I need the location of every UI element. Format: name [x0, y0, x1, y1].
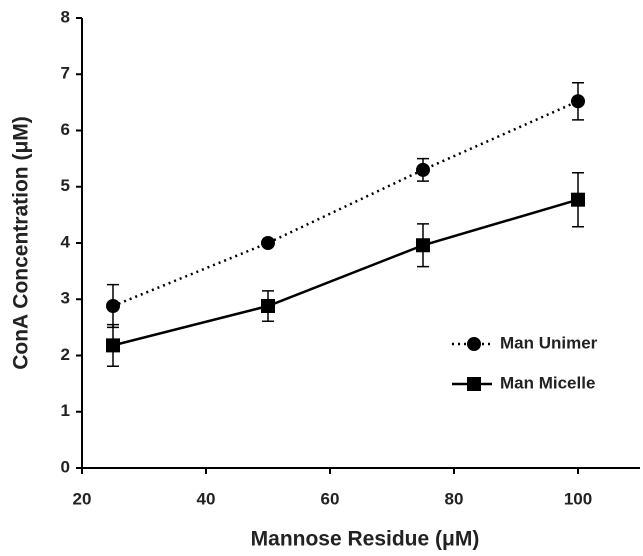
y-tick-label: 1	[61, 401, 70, 420]
marker	[106, 299, 120, 313]
y-axis-label: ConA Concentration (μM)	[10, 116, 33, 370]
legend-label: Man Unimer	[500, 333, 598, 352]
y-tick-label: 8	[61, 7, 70, 26]
marker	[416, 162, 430, 177]
series-line	[112, 100, 579, 308]
y-tick-label: 0	[61, 457, 70, 476]
y-tick-label: 4	[61, 232, 71, 251]
x-axis-label: Mannose Residue (μM)	[251, 528, 480, 551]
y-tick-label: 2	[61, 345, 70, 364]
marker	[571, 94, 585, 109]
y-tick-label: 6	[61, 120, 70, 139]
legend-marker	[467, 377, 481, 391]
x-tick-label: 60	[321, 489, 340, 508]
y-tick-label: 3	[61, 289, 70, 308]
y-tick-label: 5	[61, 176, 70, 195]
x-tick-label: 80	[445, 489, 464, 508]
x-tick-label: 100	[564, 489, 592, 508]
marker	[416, 238, 430, 253]
series-line	[112, 198, 579, 347]
x-tick-label: 20	[73, 489, 92, 508]
y-tick-label: 7	[61, 64, 70, 83]
legend-label: Man Micelle	[500, 373, 595, 392]
marker	[106, 338, 120, 353]
marker	[261, 236, 275, 250]
x-tick-label: 40	[197, 489, 216, 508]
marker	[261, 299, 275, 313]
legend-marker	[467, 337, 481, 351]
marker	[571, 192, 585, 207]
